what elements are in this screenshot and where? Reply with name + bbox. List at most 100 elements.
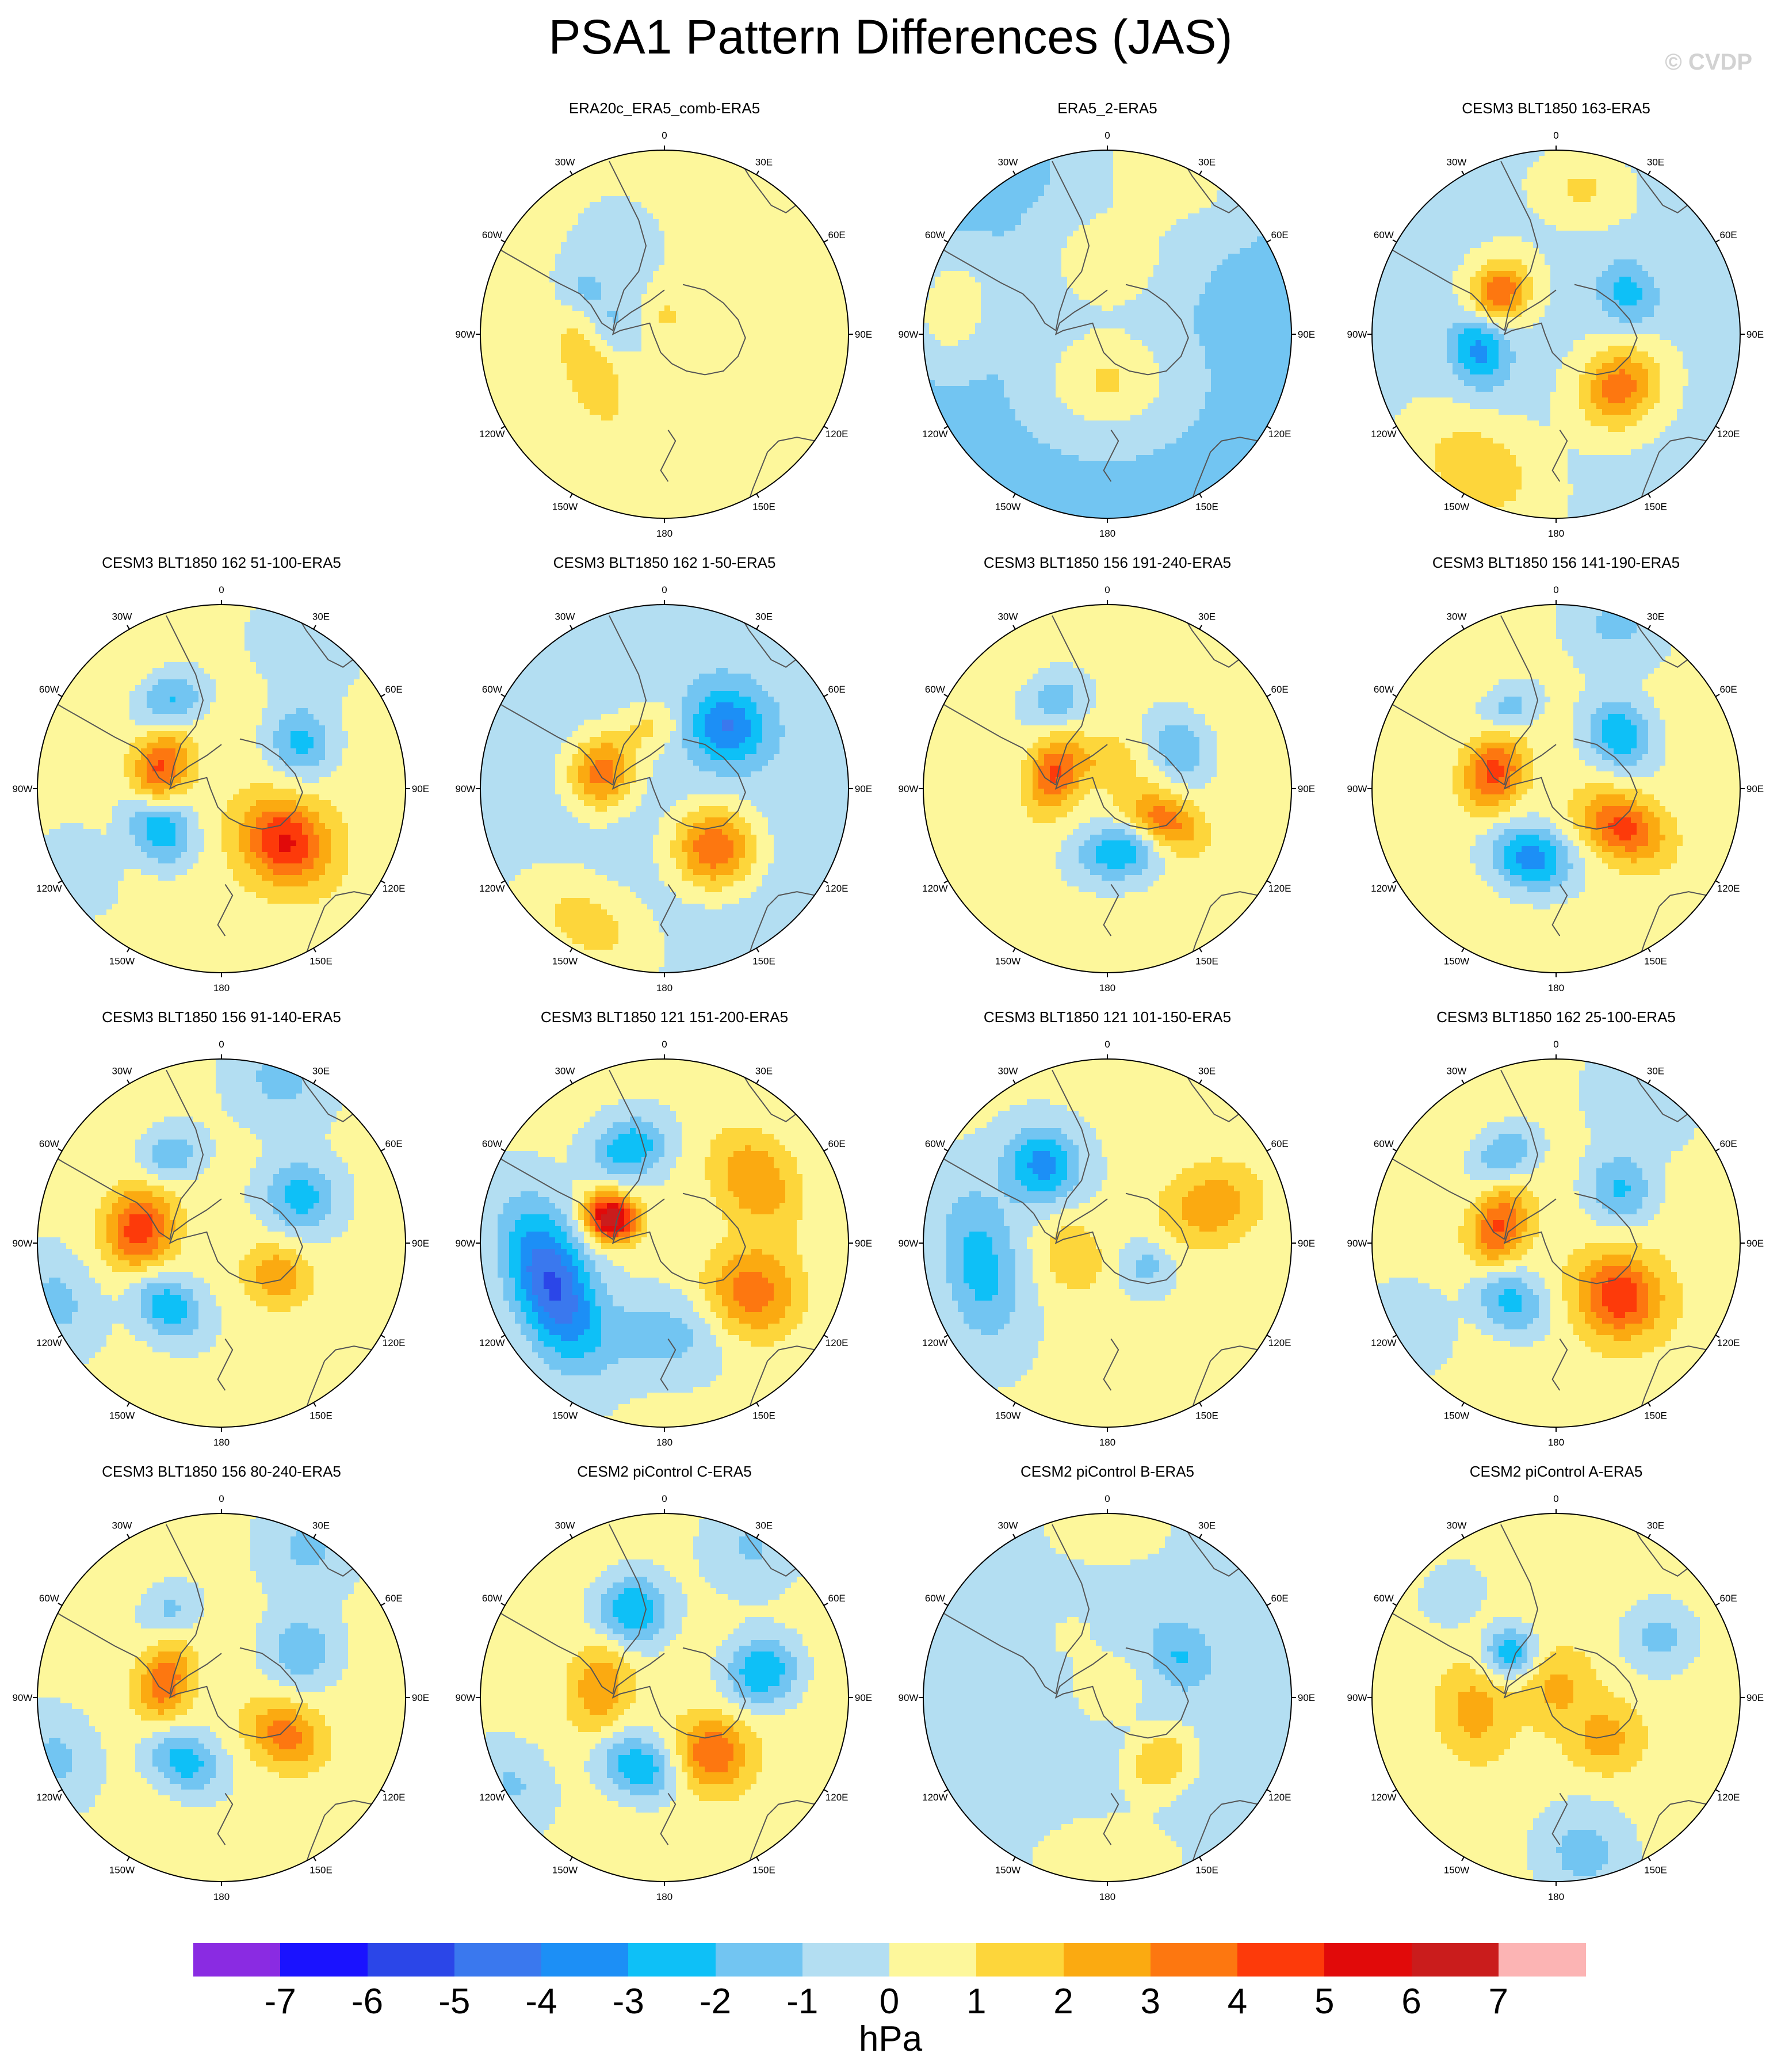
panel-title: CESM3 BLT1850 156 91-140-ERA5 <box>0 1007 443 1027</box>
lon-label: 180 <box>656 983 672 993</box>
lon-tick <box>500 1335 506 1338</box>
lon-tick <box>1461 1079 1465 1084</box>
lon-tick <box>380 694 385 697</box>
coastline <box>1052 160 1090 331</box>
coastline <box>930 242 1056 331</box>
lon-label: 0 <box>1104 1039 1110 1050</box>
lon-label: 60W <box>1374 230 1394 240</box>
lon-tick <box>313 1402 316 1407</box>
map-panel: CESM2 piControl B-ERA5 0 30E 60E 90E 120E 150E… <box>886 1461 1329 1916</box>
lon-label: 180 <box>656 528 672 539</box>
colorbar-swatch <box>715 1943 803 1977</box>
lon-label: 120E <box>1268 429 1291 439</box>
lon-tick <box>1715 1148 1720 1152</box>
coastline <box>1052 615 1090 785</box>
lon-label: 90W <box>456 783 476 794</box>
lon-label: 180 <box>1548 983 1564 993</box>
polar-map: 0 30E 60E 90E 120E 150E 180 150W 120W 90W 60W 30W <box>456 1493 873 1902</box>
coastline <box>166 615 204 785</box>
coastline <box>1503 1192 1638 1285</box>
lon-tick <box>756 170 759 175</box>
lon-label: 150W <box>1444 502 1469 513</box>
lon-label: 30W <box>555 611 575 622</box>
lon-tick <box>313 1534 316 1539</box>
lon-label: 90E <box>412 1692 429 1703</box>
colorbar-units: hPa <box>0 2019 1781 2059</box>
lon-tick <box>943 694 949 697</box>
lon-tick <box>1392 880 1397 884</box>
coastline <box>166 1524 204 1694</box>
lon-label: 180 <box>1099 528 1115 539</box>
lon-tick <box>1648 1079 1651 1084</box>
lon-label: 30E <box>312 611 330 622</box>
lon-tick <box>1392 426 1397 429</box>
lon-label: 90W <box>13 1238 33 1249</box>
lon-label: 180 <box>1548 528 1564 539</box>
coastline <box>1379 1605 1505 1695</box>
lon-tick <box>1266 880 1271 884</box>
lon-tick <box>1199 170 1202 175</box>
lon-label: 90E <box>855 783 872 794</box>
lon-label: 90W <box>1347 783 1367 794</box>
lon-tick <box>1012 625 1016 630</box>
lon-label: 150E <box>1195 956 1218 967</box>
lon-label: 60W <box>1374 1593 1394 1604</box>
lon-label: 120W <box>922 1337 947 1348</box>
lon-label: 0 <box>1553 1039 1558 1050</box>
anomaly-field <box>1372 1059 1740 1427</box>
coastline <box>609 615 647 785</box>
lon-tick <box>570 493 573 498</box>
lon-tick <box>127 1856 130 1861</box>
lon-label: 90W <box>456 329 476 340</box>
lon-label: 180 <box>1099 1437 1115 1448</box>
lon-label: 30W <box>112 1065 132 1076</box>
lon-tick <box>570 1534 573 1539</box>
lon-label: 150E <box>1195 1865 1218 1876</box>
lon-tick <box>127 1079 130 1084</box>
panel-title: CESM3 BLT1850 162 51-100-ERA5 <box>0 552 443 573</box>
lon-label: 90E <box>1298 1692 1315 1703</box>
lon-tick <box>500 1603 506 1606</box>
lon-tick <box>943 1148 949 1152</box>
lon-tick <box>570 625 573 630</box>
lon-tick <box>756 625 759 630</box>
lon-label: 120W <box>922 883 947 894</box>
lon-label: 180 <box>213 983 230 993</box>
map-panel: ERA20c_ERA5_comb-ERA5 0 30E 60E 90E 120E 150E 1… <box>443 98 886 552</box>
lon-tick <box>1715 1335 1720 1338</box>
lon-label: 120E <box>383 883 406 894</box>
colorbar-swatch <box>1150 1943 1238 1977</box>
lon-label: 0 <box>662 130 667 141</box>
lon-tick <box>570 947 573 953</box>
colorbar-tick-label: -7 <box>246 1982 315 2022</box>
lon-tick <box>500 1148 506 1152</box>
coastline <box>217 1338 234 1391</box>
anomaly-field <box>480 1059 849 1427</box>
lon-tick <box>756 1856 759 1861</box>
anomaly-field <box>480 1513 849 1882</box>
anomaly-field <box>480 150 849 518</box>
colorbar <box>193 1943 1586 1977</box>
colorbar-swatch <box>628 1943 716 1977</box>
coastline <box>1103 1792 1119 1845</box>
lon-tick <box>756 493 759 498</box>
lon-label: 30E <box>755 1065 773 1076</box>
coastline <box>1503 738 1638 830</box>
lon-tick <box>823 1335 828 1338</box>
lon-tick <box>943 1603 949 1606</box>
lon-label: 120W <box>36 1337 62 1348</box>
polar-map: 0 30E 60E 90E 120E 150E 180 150W 120W 90W 60W 30W <box>899 1039 1316 1448</box>
lon-label: 120W <box>36 1792 62 1803</box>
lon-tick <box>756 1402 759 1407</box>
lon-label: 150E <box>309 1410 332 1421</box>
colorbar-tick-label: -4 <box>507 1982 576 2022</box>
lon-label: 90E <box>1746 1692 1764 1703</box>
lon-tick <box>1715 880 1720 884</box>
colorbar-tick-label: -1 <box>768 1982 837 2022</box>
lon-label: 120E <box>825 883 849 894</box>
colorbar-tick-label: 2 <box>1029 1982 1098 2022</box>
lon-tick <box>1199 493 1202 498</box>
lon-label: 180 <box>1548 1437 1564 1448</box>
lon-label: 30E <box>1647 611 1664 622</box>
lon-tick <box>500 426 506 429</box>
